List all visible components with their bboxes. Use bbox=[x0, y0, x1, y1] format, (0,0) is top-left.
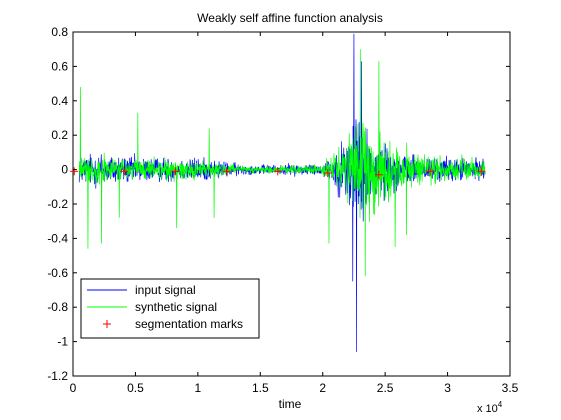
segmentation-marks-series bbox=[70, 167, 486, 179]
legend-input-signal-label: input signal bbox=[135, 283, 196, 297]
x-axis-exponent-power: 4 bbox=[498, 400, 503, 409]
legend: input signal synthetic signal segmentati… bbox=[80, 278, 260, 339]
x-tick-label: 2 bbox=[319, 381, 326, 395]
y-tick-label: 0.2 bbox=[51, 128, 68, 142]
y-tick-label: -0.8 bbox=[47, 300, 68, 314]
y-tick-label: -1.2 bbox=[47, 369, 68, 383]
x-tick-label: 0.5 bbox=[127, 381, 144, 395]
y-tick-label: -0.4 bbox=[47, 231, 68, 245]
x-tick-label: 2.5 bbox=[377, 381, 394, 395]
y-tick-label: -0.6 bbox=[47, 266, 68, 280]
legend-segmentation-marks-label: segmentation marks bbox=[135, 317, 243, 331]
segmentation-mark bbox=[323, 169, 332, 178]
y-tick-label: 0.6 bbox=[51, 59, 68, 73]
synthetic-signal-series bbox=[78, 49, 486, 277]
y-tick-label: -0.2 bbox=[47, 197, 68, 211]
x-tick-label: 3.5 bbox=[502, 381, 519, 395]
segmentation-mark bbox=[171, 167, 180, 176]
legend-synthetic-signal-label: synthetic signal bbox=[135, 300, 217, 314]
x-tick-label: 1 bbox=[195, 381, 202, 395]
legend-box bbox=[80, 278, 260, 339]
segmentation-mark bbox=[477, 167, 486, 176]
segmentation-mark bbox=[120, 167, 129, 176]
y-tick-label: 0.4 bbox=[51, 94, 68, 108]
y-tick-label: 0.8 bbox=[51, 25, 68, 39]
x-axis-ticks: 0 0.5 1 1.5 2 2.5 3 3.5 bbox=[70, 32, 519, 395]
segmentation-mark bbox=[374, 170, 383, 179]
chart-title: Weakly self affine function analysis bbox=[197, 11, 383, 25]
y-axis-ticks: -1.2 -1 -0.8 -0.6 -0.4 -0.2 0 0.2 0.4 0.6 0.8 bbox=[47, 25, 510, 383]
signal-line bbox=[78, 49, 486, 277]
y-tick-label: 0 bbox=[61, 163, 68, 177]
segmentation-mark bbox=[273, 167, 282, 176]
y-tick-label: -1 bbox=[57, 335, 68, 349]
x-axis-exponent-base: x 10 bbox=[477, 403, 498, 415]
segmentation-mark bbox=[222, 167, 231, 176]
legend-segmentation-marker bbox=[103, 320, 111, 328]
x-axis-label: time bbox=[279, 397, 302, 411]
segmentation-mark bbox=[426, 167, 435, 176]
x-axis-exponent: x 104 bbox=[477, 400, 503, 415]
segmentation-mark bbox=[70, 167, 79, 176]
x-tick-label: 1.5 bbox=[252, 381, 269, 395]
x-tick-label: 0 bbox=[70, 381, 77, 395]
x-tick-label: 3 bbox=[444, 381, 451, 395]
